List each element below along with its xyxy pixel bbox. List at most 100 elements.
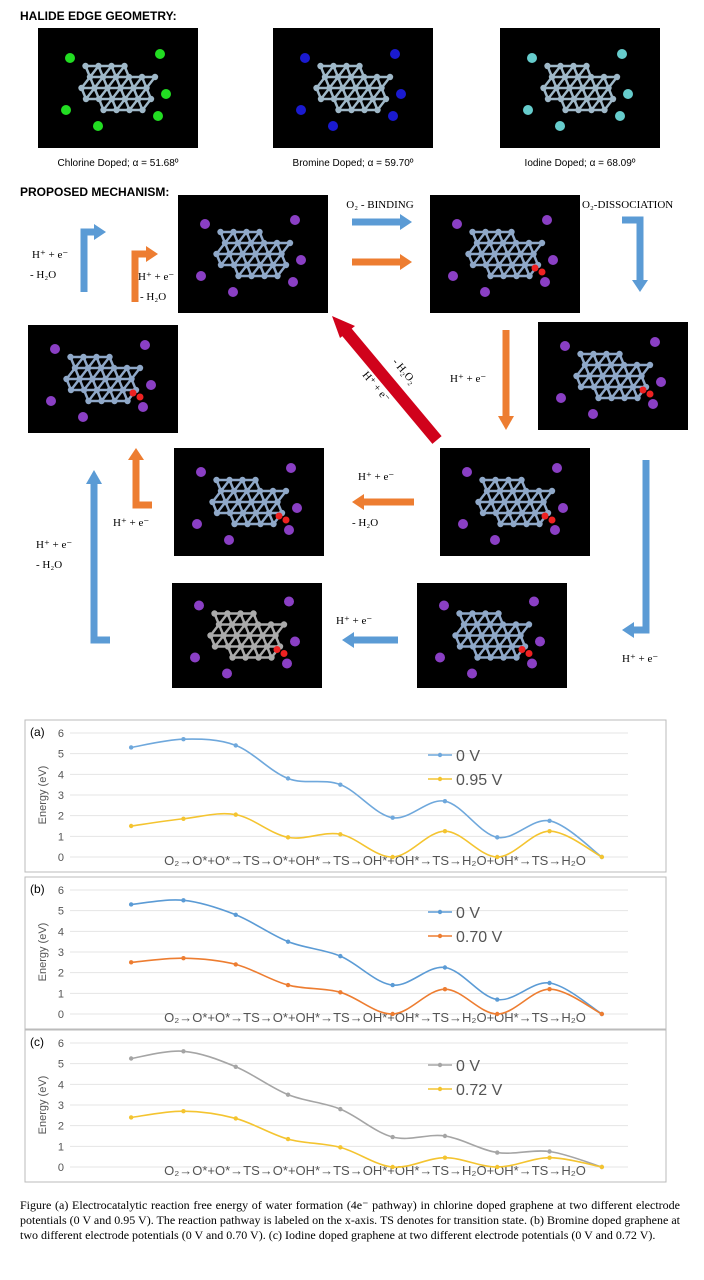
halide-atom [435, 652, 445, 663]
atom [230, 228, 237, 236]
halide-atom [190, 652, 200, 663]
arrow [131, 250, 148, 302]
atom [504, 632, 511, 639]
halide-atom [200, 219, 210, 229]
legend-label: 0.95 V [456, 772, 503, 789]
legend-marker [437, 776, 443, 782]
atom [473, 621, 481, 628]
arrow-head [86, 470, 102, 484]
arrow [340, 326, 442, 444]
atom [121, 62, 128, 70]
data-point [233, 962, 238, 967]
arrows [80, 214, 650, 648]
atom [575, 106, 582, 114]
atom [82, 95, 90, 103]
data-point [181, 1109, 186, 1114]
arrow-head [400, 214, 412, 230]
y-tick-label: 3 [58, 947, 64, 959]
halide-atom [648, 399, 658, 409]
atom [577, 350, 584, 358]
data-point [547, 980, 552, 986]
atom [579, 84, 586, 92]
atom [335, 106, 342, 114]
atom [211, 643, 219, 650]
atom [561, 73, 569, 81]
atom [125, 73, 133, 81]
data-point [599, 1164, 605, 1170]
atom [557, 62, 564, 70]
atom [280, 621, 288, 628]
atom [570, 62, 577, 70]
atom [207, 632, 214, 639]
atom [234, 239, 242, 247]
y-tick-label: 5 [58, 749, 64, 761]
atom [273, 239, 281, 247]
atom [599, 372, 606, 380]
halide-atom [588, 409, 598, 419]
atom [106, 353, 113, 361]
data-line [131, 957, 603, 1015]
atom [339, 84, 346, 92]
data-line [131, 899, 603, 1015]
atom [260, 239, 268, 247]
atom [505, 476, 512, 484]
panel-label: (a) [30, 725, 45, 739]
atom [573, 372, 580, 380]
atom [265, 509, 273, 517]
atom [590, 350, 597, 358]
atom [237, 610, 244, 617]
atom [469, 643, 477, 650]
atom [487, 272, 494, 280]
halide-atom [138, 402, 148, 412]
y-tick-label: 2 [58, 1121, 64, 1133]
arrow [622, 216, 644, 282]
atom [521, 261, 529, 269]
molecule-image [538, 322, 688, 430]
halide-atom [194, 600, 204, 611]
atom [360, 73, 368, 81]
halide-atom [529, 596, 539, 607]
oxygen-atom [548, 516, 556, 524]
atom [226, 509, 234, 517]
atom [509, 487, 517, 495]
atom [274, 272, 281, 280]
halide-atom [153, 111, 163, 121]
halide-atom [155, 49, 165, 59]
atom [523, 520, 530, 528]
atom [222, 498, 229, 506]
atom [89, 375, 96, 383]
atom [361, 106, 368, 114]
halide-atom [396, 89, 406, 99]
atom [518, 509, 526, 517]
halide-atom [224, 535, 234, 545]
atom [86, 73, 94, 81]
atom [581, 361, 589, 369]
halide-atom [452, 219, 462, 229]
y-tick-label: 6 [58, 1038, 64, 1050]
atom [244, 520, 251, 528]
legend-label: 0.70 V [456, 929, 503, 946]
arrow-head [128, 448, 144, 460]
atom [356, 62, 363, 70]
oxygen-atom [518, 646, 526, 653]
halide-atom [480, 287, 490, 297]
atom [112, 73, 120, 81]
halide-atom [548, 255, 558, 265]
halide-atom [192, 519, 202, 529]
mechanism-label: H⁺ + e⁻ [113, 517, 149, 529]
atom [492, 509, 500, 517]
atom [482, 261, 490, 269]
molecule-image [38, 28, 198, 148]
mechanism-label: - H₂O [36, 559, 62, 571]
halide-atom [296, 255, 306, 265]
atom [91, 84, 98, 92]
atom [213, 476, 220, 484]
y-tick-label: 2 [58, 811, 64, 823]
atom [513, 272, 520, 280]
atom [504, 250, 511, 258]
data-point [442, 987, 448, 992]
atom [243, 261, 251, 269]
atom [217, 261, 225, 269]
atom [313, 84, 320, 92]
panel-caption: Bromine Doped; α = 59.70º [293, 158, 414, 169]
